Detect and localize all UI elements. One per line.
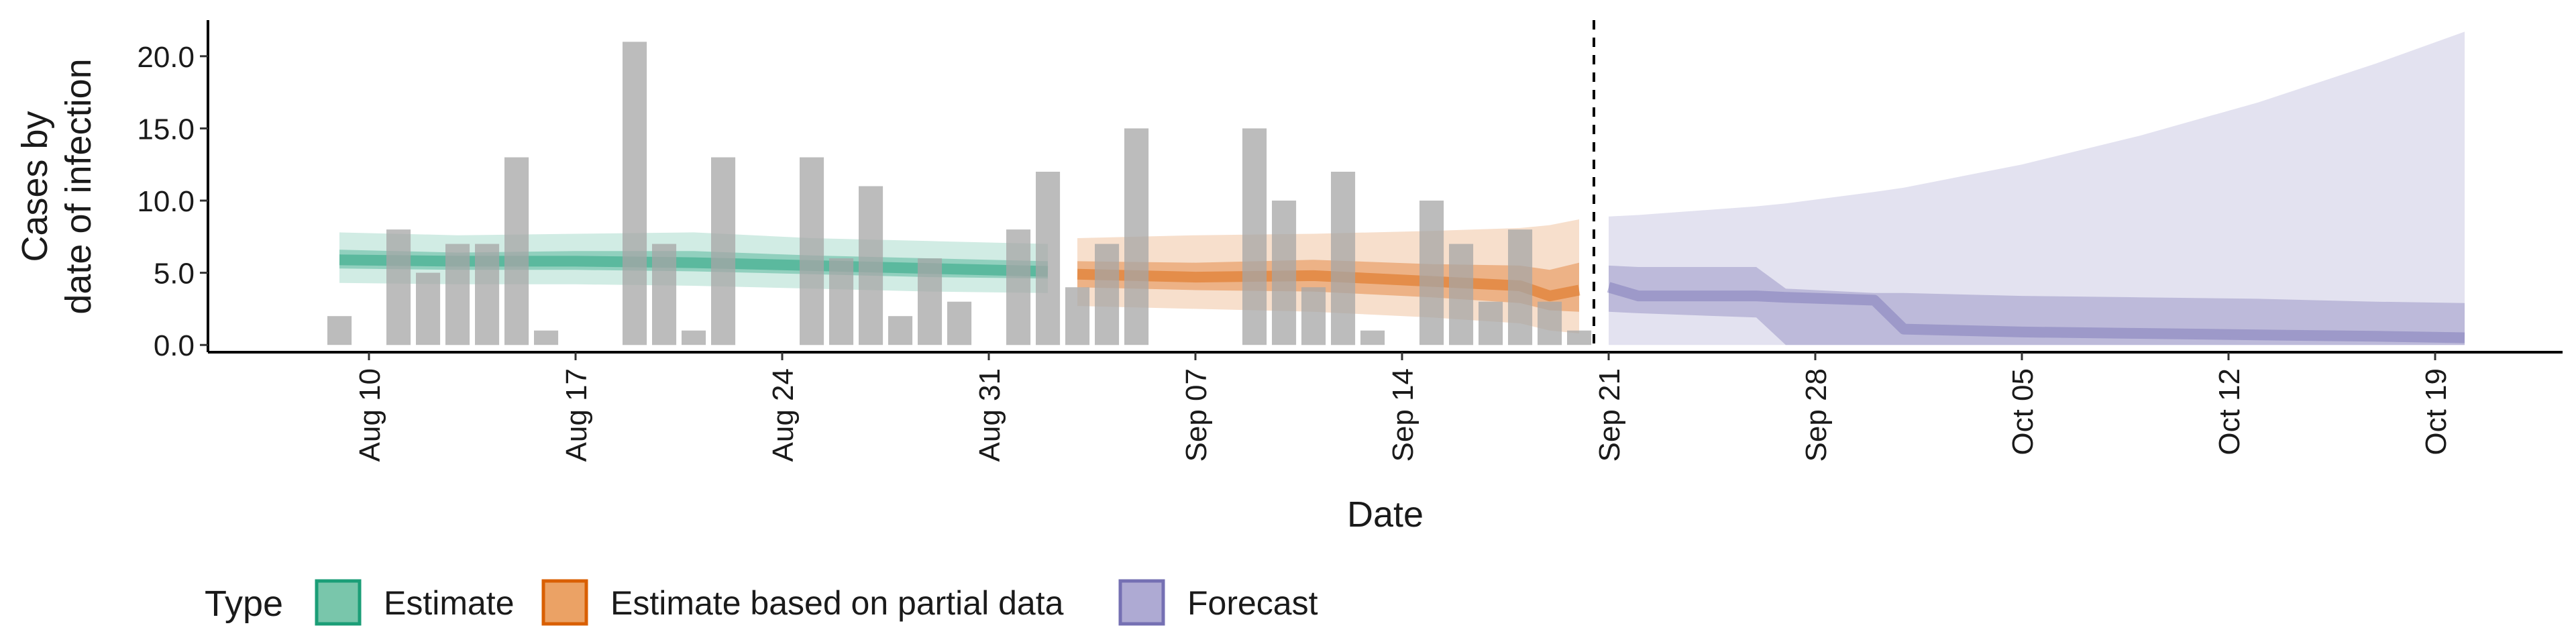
x-tick-label: Oct 19 — [2420, 368, 2453, 455]
y-tick-label: 0.0 — [154, 329, 195, 362]
x-tick-label: Aug 10 — [354, 368, 386, 462]
legend-item: Estimate based on partial data — [541, 579, 1064, 626]
axis-labels: 0.0 5.0 10.0 15.0 20.0 Aug 10 Aug 17 Aug 24 Aug … — [15, 41, 2453, 535]
x-tick-label: Sep 28 — [1800, 368, 1833, 462]
case-bar — [504, 157, 529, 345]
case-bar — [918, 258, 943, 345]
case-bar — [947, 301, 972, 345]
x-tick-label: Oct 12 — [2213, 368, 2246, 455]
case-bar — [888, 316, 913, 345]
case-bar — [1272, 201, 1297, 345]
case-bar — [386, 229, 411, 345]
case-bar — [1036, 172, 1061, 345]
legend-key-swatch — [1118, 579, 1165, 626]
y-axis-title-line: date of infection — [58, 58, 99, 314]
case-bar — [1242, 128, 1267, 345]
case-bar — [1124, 128, 1149, 345]
x-tick-label: Aug 17 — [560, 368, 593, 462]
case-bar — [327, 316, 352, 345]
case-bar — [1479, 301, 1503, 345]
y-tick-label: 10.0 — [137, 185, 195, 218]
case-bar — [1301, 287, 1326, 345]
case-bar — [445, 244, 470, 345]
axes — [200, 20, 2563, 360]
legend: Type Estimate Estimate based on partial da… — [205, 579, 1318, 626]
case-bar — [1508, 229, 1533, 345]
y-tick-label: 15.0 — [137, 113, 195, 146]
observed-cases-bars — [327, 42, 1592, 345]
legend-item: Forecast — [1118, 579, 1318, 626]
x-tick-label: Oct 05 — [2006, 368, 2039, 455]
case-bar — [1419, 201, 1444, 345]
legend-item-label: Estimate — [384, 584, 515, 622]
x-tick-label: Aug 31 — [973, 368, 1006, 462]
legend-title: Type — [205, 584, 283, 624]
legend-key-swatch — [541, 579, 588, 626]
case-bar — [1065, 287, 1090, 345]
case-bar — [1331, 172, 1356, 345]
median-line-forecast — [1607, 282, 2465, 343]
x-tick-label: Aug 24 — [767, 368, 800, 462]
case-bar — [1006, 229, 1031, 345]
case-bar — [652, 244, 677, 345]
ribbon-50-forecast — [1609, 265, 2465, 345]
legend-key-swatch — [315, 579, 362, 626]
case-bar — [682, 330, 706, 345]
case-bar — [711, 157, 736, 345]
x-tick-label: Sep 14 — [1387, 368, 1419, 462]
case-bar — [475, 244, 500, 345]
legend-item-label: Estimate based on partial data — [610, 584, 1064, 622]
x-axis-title: Date — [1347, 494, 1424, 535]
ribbon-90-forecast — [1609, 32, 2465, 345]
case-bar — [1449, 244, 1474, 345]
y-axis-title-line: Cases by — [15, 111, 55, 262]
case-bar — [859, 186, 883, 345]
y-tick-label: 5.0 — [154, 258, 195, 290]
y-tick-label: 20.0 — [137, 41, 195, 74]
legend-item: Estimate — [315, 579, 515, 626]
case-bar — [623, 42, 647, 345]
case-bar — [1095, 244, 1120, 345]
legend-item-label: Forecast — [1187, 584, 1318, 622]
x-tick-label: Sep 21 — [1593, 368, 1626, 462]
case-bar — [1360, 330, 1385, 345]
case-bar — [1567, 330, 1592, 345]
case-bar — [829, 258, 854, 345]
case-bar — [1538, 301, 1562, 345]
case-bar — [416, 272, 441, 345]
case-bar — [534, 330, 559, 345]
x-tick-label: Sep 07 — [1180, 368, 1213, 462]
case-bar — [800, 157, 824, 345]
